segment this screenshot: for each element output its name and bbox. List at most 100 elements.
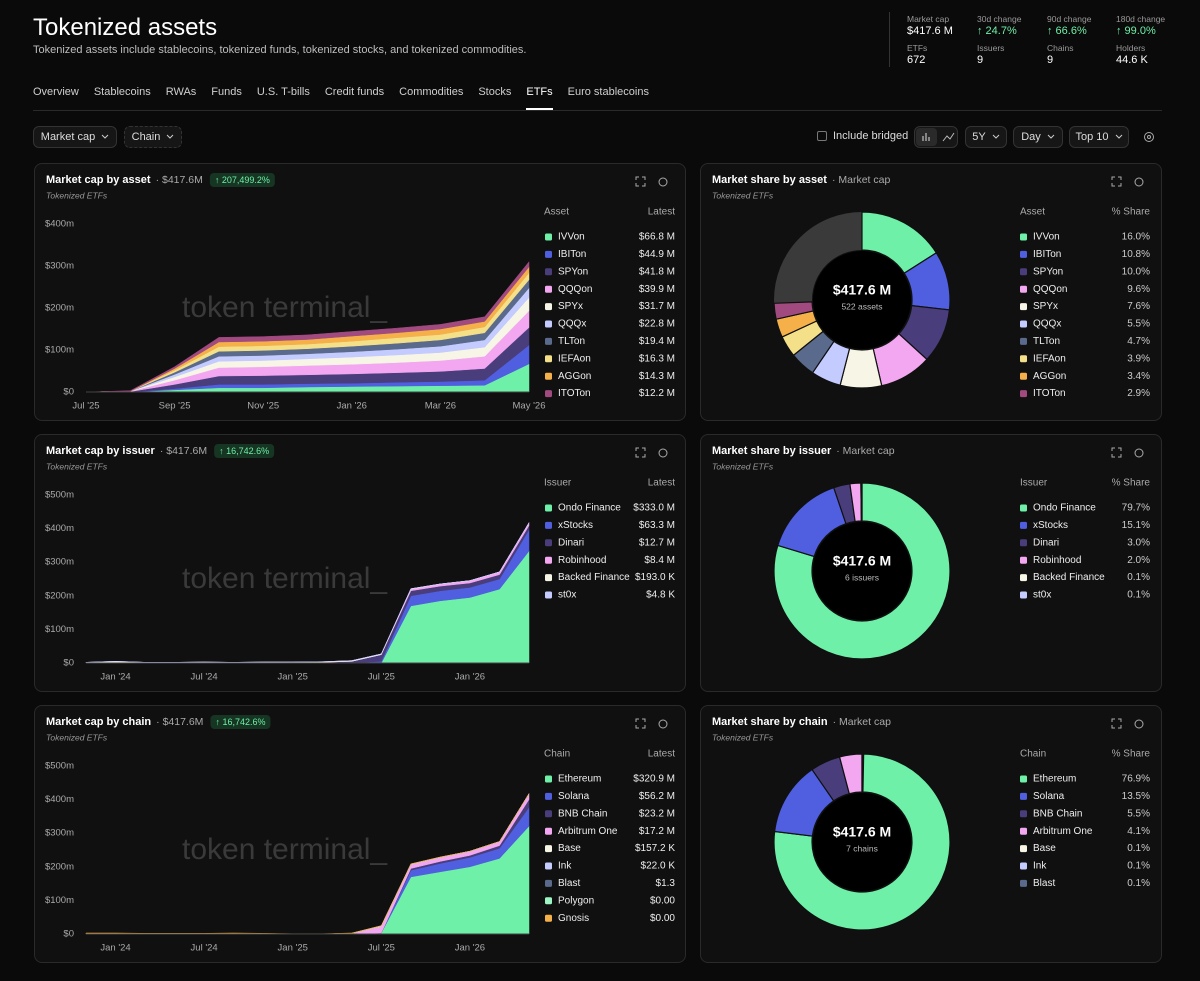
tab[interactable]: Stablecoins: [93, 86, 151, 98]
x-tick-label: Mar '26: [425, 401, 456, 412]
panel-title-value: · $417.6M: [156, 716, 203, 728]
stat-value: ↑ 24.7%: [977, 25, 1017, 37]
legend-latest: $8.4 M: [644, 555, 675, 566]
panel-subtitle: Tokenized ETFs: [46, 461, 108, 471]
tab[interactable]: Credit funds: [324, 86, 385, 98]
legend-swatch: [545, 591, 552, 599]
tab[interactable]: U.S. T-bills: [256, 86, 310, 98]
legend-latest: $14.3 M: [639, 371, 675, 382]
settings-icon[interactable]: [1134, 177, 1144, 187]
legend-name: SPYon: [558, 266, 588, 277]
legend-latest: $31.7 M: [639, 301, 675, 312]
expand-icon[interactable]: [635, 176, 646, 187]
expand-icon[interactable]: [635, 447, 646, 458]
legend-header: Issuer: [1020, 478, 1048, 489]
legend-name: AGGon: [558, 371, 591, 382]
tab[interactable]: Overview: [33, 86, 79, 98]
checkbox[interactable]: [817, 131, 827, 141]
settings-icon[interactable]: [1134, 448, 1144, 458]
settings-icon[interactable]: [658, 719, 668, 729]
legend-latest: $320.9 M: [633, 774, 675, 785]
legend-swatch: [545, 574, 552, 582]
tab[interactable]: Commodities: [399, 86, 464, 98]
legend-name: IBITon: [1033, 249, 1061, 260]
top-select[interactable]: Top 10: [1069, 126, 1129, 148]
metric-select[interactable]: Market cap: [33, 126, 117, 148]
expand-icon[interactable]: [635, 718, 646, 729]
y-tick-label: $300m: [45, 261, 74, 272]
panel-title: Market share by asset: [712, 174, 827, 186]
legend-name: BNB Chain: [1033, 808, 1082, 819]
donut-slice: [773, 482, 951, 660]
legend-swatch: [545, 521, 552, 529]
legend-name: st0x: [1033, 590, 1051, 601]
tab[interactable]: RWAs: [165, 86, 197, 98]
y-tick-label: $500m: [45, 490, 74, 501]
y-tick-label: $200m: [45, 303, 74, 314]
legend-name: SPYx: [558, 301, 583, 312]
legend-swatch: [545, 914, 552, 922]
legend-share: 0.1%: [1127, 590, 1150, 601]
tab[interactable]: Funds: [211, 86, 242, 98]
settings-icon[interactable]: [1143, 131, 1155, 143]
legend-swatch: [1020, 285, 1027, 293]
stat-label: Market cap: [907, 14, 950, 24]
range-label: 5Y: [972, 131, 986, 143]
legend-name: Arbitrum One: [1033, 826, 1093, 837]
expand-icon[interactable]: [1111, 718, 1122, 729]
legend-name: Ondo Finance: [1033, 503, 1096, 514]
metric-label: Market cap: [40, 131, 96, 143]
legend-swatch: [545, 810, 552, 818]
stat-label: Holders: [1116, 43, 1146, 53]
stat-value: 9: [1047, 54, 1054, 66]
legend-swatch: [545, 372, 552, 380]
interval-select[interactable]: Day: [1013, 126, 1063, 148]
tab[interactable]: Stocks: [478, 86, 512, 98]
stat-value: 672: [907, 54, 926, 66]
legend-name: Ethereum: [1033, 774, 1076, 785]
legend-swatch: [545, 879, 552, 887]
expand-icon[interactable]: [1111, 447, 1122, 458]
legend-name: QQQx: [1033, 319, 1061, 330]
stat-label: 90d change: [1047, 14, 1092, 24]
y-tick-label: $400m: [45, 523, 74, 534]
range-select[interactable]: 5Y: [965, 126, 1007, 148]
legend-name: Solana: [558, 791, 590, 802]
x-tick-label: Nov '25: [247, 401, 279, 412]
panel-title-value: · Market cap: [833, 716, 892, 728]
settings-icon[interactable]: [658, 177, 668, 187]
y-tick-label: $0: [63, 658, 74, 669]
legend-name: Gnosis: [558, 913, 589, 924]
panel: Market share by chain · Market cap Tokeniz…: [700, 705, 1162, 963]
legend-latest: $12.2 M: [639, 388, 675, 399]
stat-label: Issuers: [977, 43, 1005, 53]
chevron: [1115, 134, 1122, 139]
view-toggle[interactable]: [914, 126, 958, 148]
legend-share: 3.0%: [1127, 537, 1150, 548]
panel-canvas: Market cap by chain · $417.6M ↑ 16,742.6% T…: [45, 715, 675, 954]
change-value: ↑ 16,742.6%: [215, 717, 265, 727]
group-select[interactable]: Chain: [124, 126, 182, 148]
stat-label: Chains: [1047, 43, 1074, 53]
tab[interactable]: ETFs: [526, 86, 553, 110]
legend-name: IEFAon: [558, 353, 591, 364]
legend-share: 76.9%: [1122, 774, 1150, 785]
legend-swatch: [1020, 372, 1027, 380]
settings-icon[interactable]: [658, 448, 668, 458]
watermark: token terminal_: [182, 833, 388, 866]
panel-title: Market share by chain: [712, 716, 828, 728]
settings-icon[interactable]: [1134, 719, 1144, 729]
donut-slice: [860, 482, 863, 522]
group-label: Chain: [131, 131, 161, 143]
legend-name: ITOTon: [1033, 388, 1066, 399]
tab[interactable]: Euro stablecoins: [567, 86, 649, 98]
expand-icon[interactable]: [1111, 176, 1122, 187]
legend-swatch: [1020, 233, 1027, 241]
legend-latest: $0.00: [650, 895, 675, 906]
legend-share: 3.9%: [1127, 353, 1150, 364]
donut-center-value: $417.6 M: [833, 824, 891, 840]
change-value: ↑ 16,742.6%: [219, 446, 269, 456]
legend-header: Chain: [544, 749, 570, 760]
x-tick-label: Jan '26: [455, 943, 485, 954]
